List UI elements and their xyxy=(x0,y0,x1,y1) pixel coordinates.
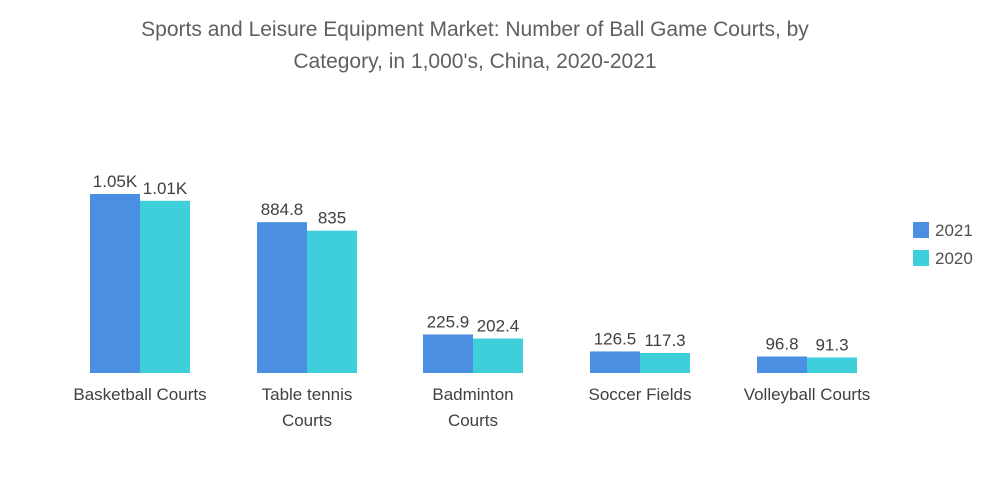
chart-title: Sports and Leisure Equipment Market: Num… xyxy=(0,14,950,78)
legend-swatch-2021 xyxy=(913,222,929,238)
data-label-2020-3: 117.3 xyxy=(644,331,685,350)
category-label-1-line-1: Courts xyxy=(282,411,332,430)
category-label-4: Volleyball Courts xyxy=(744,385,871,404)
bar-2021-0 xyxy=(90,194,140,373)
data-label-2020-0: 1.01K xyxy=(143,179,188,198)
category-label-3: Soccer Fields xyxy=(589,385,692,404)
category-label-0: Basketball Courts xyxy=(73,385,206,404)
category-label-2-line-1: Courts xyxy=(448,411,498,430)
legend-label-2021: 2021 xyxy=(935,221,973,240)
bar-2020-0 xyxy=(140,200,190,373)
data-label-2021-3: 126.5 xyxy=(594,329,637,348)
bar-2020-2 xyxy=(473,338,523,373)
data-label-2021-2: 225.9 xyxy=(427,312,470,331)
legend-label-2020: 2020 xyxy=(935,249,973,268)
bar-2020-4 xyxy=(807,357,857,373)
category-label-1-line-0: Table tennis xyxy=(262,385,353,404)
bar-2020-1 xyxy=(307,230,357,373)
category-label-2-line-0: Badminton xyxy=(432,385,513,404)
bar-2021-1 xyxy=(257,222,307,373)
bar-2021-3 xyxy=(590,351,640,373)
chart-title-line-1: Sports and Leisure Equipment Market: Num… xyxy=(141,18,809,41)
data-label-2020-2: 202.4 xyxy=(477,316,520,335)
chart-title-line-2: Category, in 1,000's, China, 2020-2021 xyxy=(293,50,657,73)
legend-swatch-2020 xyxy=(913,250,929,266)
bar-2021-2 xyxy=(423,334,473,373)
bar-2021-4 xyxy=(757,356,807,373)
data-label-2021-0: 1.05K xyxy=(93,172,138,191)
data-label-2021-1: 884.8 xyxy=(261,200,304,219)
data-label-2021-4: 96.8 xyxy=(765,334,798,353)
data-label-2020-4: 91.3 xyxy=(815,335,848,354)
data-label-2020-1: 835 xyxy=(318,209,346,228)
bar-2020-3 xyxy=(640,353,690,373)
